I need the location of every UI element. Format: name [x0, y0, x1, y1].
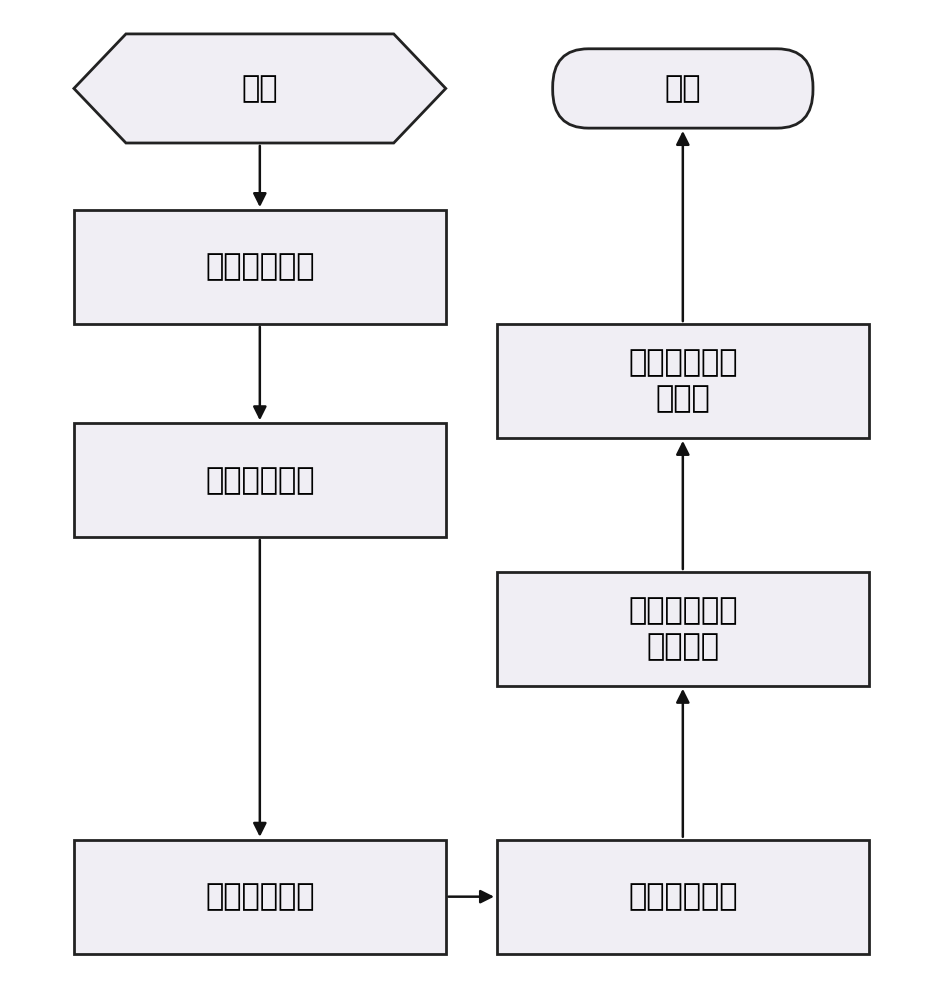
FancyBboxPatch shape: [497, 572, 869, 686]
FancyBboxPatch shape: [497, 324, 869, 438]
FancyBboxPatch shape: [74, 840, 446, 954]
FancyBboxPatch shape: [552, 49, 813, 128]
Text: 开始: 开始: [242, 74, 278, 103]
FancyBboxPatch shape: [74, 210, 446, 324]
FancyBboxPatch shape: [497, 840, 869, 954]
Polygon shape: [74, 34, 446, 143]
Text: 挂膜完成阶段: 挂膜完成阶段: [628, 882, 737, 911]
Text: 活菌富集阶段: 活菌富集阶段: [205, 882, 314, 911]
Text: 挂膜准备阶段: 挂膜准备阶段: [205, 252, 314, 281]
FancyBboxPatch shape: [74, 423, 446, 537]
Text: 最佳工艺参数
优化阶段: 最佳工艺参数 优化阶段: [628, 596, 737, 661]
Text: 结束: 结束: [665, 74, 701, 103]
Text: 高氨氮废水处
理阶段: 高氨氮废水处 理阶段: [628, 349, 737, 413]
Text: 活菌吸附阶段: 活菌吸附阶段: [205, 466, 314, 495]
